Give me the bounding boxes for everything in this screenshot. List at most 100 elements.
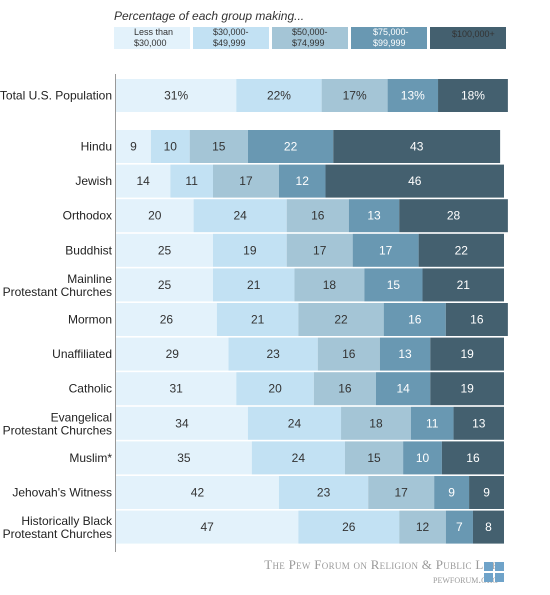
data-label-catholic-50-000-74-999: 16	[338, 382, 352, 396]
bar-muslim-100-000	[441, 441, 504, 475]
category-label-buddhist: Buddhist	[65, 243, 112, 257]
data-label-jewish-50-000-74-999: 17	[239, 174, 253, 188]
legend-swatch-50-000-74-999	[272, 27, 348, 49]
bar-total-us-population-less-than-30-000	[116, 79, 237, 112]
data-label-muslim-100-000: 16	[466, 451, 480, 465]
bar-mainline-protestant-churches-less-than-30-000	[116, 268, 213, 302]
data-label-unaffiliated-100-000: 19	[460, 347, 474, 361]
pew-logo-icon	[484, 562, 504, 582]
data-label-muslim-less-than-30-000: 35	[177, 451, 191, 465]
legend-label-less-than-30-000: Less than $30,000	[134, 27, 173, 48]
data-label-mainline-protestant-churches-30-000-49-999: 21	[247, 278, 261, 292]
data-label-unaffiliated-75-000-99-999: 13	[398, 347, 412, 361]
data-label-hindu-30-000-49-999: 10	[164, 140, 178, 154]
data-label-mormon-75-000-99-999: 16	[408, 313, 422, 327]
data-label-evangelical-protestant-churches-30-000-49-999: 24	[288, 416, 302, 430]
bar-muslim-75-000-99-999	[403, 441, 442, 475]
bar-evangelical-protestant-churches-30-000-49-999	[247, 406, 342, 440]
category-label-jewish: Jewish	[75, 174, 112, 188]
bar-mainline-protestant-churches-30-000-49-999	[213, 268, 295, 302]
bar-unaffiliated-100-000	[430, 337, 504, 371]
bar-hindu-50-000-74-999	[189, 130, 248, 163]
bar-muslim-30-000-49-999	[251, 441, 345, 475]
data-label-jehovah-s-witness-50-000-74-999: 17	[395, 486, 409, 500]
bar-buddhist-30-000-49-999	[213, 233, 287, 267]
bar-evangelical-protestant-churches-100-000	[453, 406, 504, 440]
data-label-jehovah-s-witness-30-000-49-999: 23	[317, 486, 331, 500]
bar-jewish-50-000-74-999	[213, 164, 279, 198]
legend-label-75-000-99-999: $75,000-$99,999	[373, 27, 409, 48]
bar-historically-black-protestant-churches-100-000	[472, 510, 504, 544]
bar-jehovah-s-witness-100-000	[469, 476, 504, 509]
bar-catholic-75-000-99-999	[375, 372, 431, 406]
data-label-muslim-75-000-99-999: 10	[416, 451, 430, 465]
data-label-historically-black-protestant-churches-50-000-74-999: 12	[416, 520, 430, 534]
bar-historically-black-protestant-churches-50-000-74-999	[399, 510, 446, 544]
category-label-mormon: Mormon	[68, 313, 112, 327]
data-label-orthodox-30-000-49-999: 24	[233, 209, 247, 223]
bar-unaffiliated-30-000-49-999	[228, 337, 318, 371]
legend-swatch-30-000-49-999	[193, 27, 269, 49]
data-label-buddhist-less-than-30-000: 25	[158, 243, 172, 257]
bar-historically-black-protestant-churches-less-than-30-000	[116, 510, 299, 544]
data-label-historically-black-protestant-churches-less-than-30-000: 47	[201, 520, 215, 534]
data-label-unaffiliated-less-than-30-000: 29	[166, 347, 180, 361]
category-label-hindu: Hindu	[81, 140, 112, 154]
data-label-hindu-100-000: 43	[410, 140, 424, 154]
data-label-jehovah-s-witness-less-than-30-000: 42	[191, 486, 205, 500]
data-label-historically-black-protestant-churches-100-000: 8	[485, 520, 492, 534]
bar-unaffiliated-75-000-99-999	[379, 337, 431, 371]
data-label-mainline-protestant-churches-100-000: 21	[457, 278, 471, 292]
data-label-catholic-75-000-99-999: 14	[396, 382, 410, 396]
bar-orthodox-50-000-74-999	[286, 199, 349, 233]
legend-label-100-000: $100,000+	[452, 29, 495, 39]
category-label-total-us-population: Total U.S. Population	[0, 89, 112, 103]
bar-muslim-less-than-30-000	[116, 441, 252, 475]
bar-total-us-population-50-000-74-999	[321, 79, 388, 112]
data-label-jewish-30-000-49-999: 11	[185, 174, 198, 188]
data-label-buddhist-50-000-74-999: 17	[313, 243, 327, 257]
data-label-total-us-population-50-000-74-999: 17%	[343, 89, 367, 103]
bar-historically-black-protestant-churches-30-000-49-999	[298, 510, 400, 544]
bar-total-us-population-30-000-49-999	[236, 79, 322, 112]
bar-jewish-75-000-99-999	[278, 164, 326, 198]
data-label-catholic-100-000: 19	[460, 382, 474, 396]
data-label-jewish-75-000-99-999: 12	[296, 174, 310, 188]
bar-evangelical-protestant-churches-50-000-74-999	[341, 406, 411, 440]
bar-muslim-50-000-74-999	[344, 441, 404, 475]
bar-orthodox-less-than-30-000	[116, 199, 194, 233]
bar-catholic-100-000	[430, 372, 504, 406]
bar-total-us-population-100-000	[438, 79, 508, 112]
bar-mormon-75-000-99-999	[383, 303, 446, 336]
bar-orthodox-100-000	[399, 199, 508, 233]
footer-url: pewforum.org	[433, 574, 498, 586]
bar-unaffiliated-50-000-74-999	[317, 337, 380, 371]
bar-catholic-30-000-49-999	[236, 372, 314, 406]
category-label-unaffiliated: Unaffiliated	[52, 347, 112, 361]
bar-hindu-30-000-49-999	[150, 130, 190, 163]
bar-hindu-100-000	[333, 130, 501, 163]
data-label-catholic-less-than-30-000: 31	[169, 382, 183, 396]
legend-label-30-000-49-999: $30,000-$49,999	[213, 27, 249, 48]
data-label-evangelical-protestant-churches-75-000-99-999: 11	[426, 416, 439, 430]
category-label-jehovah-s-witness: Jehovah's Witness	[12, 486, 112, 500]
data-label-muslim-30-000-49-999: 24	[292, 451, 306, 465]
legend-swatch-100-000	[430, 27, 506, 49]
bar-mainline-protestant-churches-75-000-99-999	[364, 268, 423, 302]
category-label-muslim: Muslim*	[69, 451, 112, 465]
data-label-historically-black-protestant-churches-30-000-49-999: 26	[342, 520, 356, 534]
bar-jewish-30-000-49-999	[170, 164, 213, 198]
bar-total-us-population-75-000-99-999	[387, 79, 439, 112]
bar-unaffiliated-less-than-30-000	[116, 337, 229, 371]
data-label-hindu-less-than-30-000: 9	[130, 140, 137, 154]
data-label-orthodox-less-than-30-000: 20	[148, 209, 162, 223]
data-label-jewish-100-000: 46	[408, 174, 422, 188]
bar-orthodox-30-000-49-999	[193, 199, 287, 233]
bar-buddhist-75-000-99-999	[352, 233, 419, 267]
data-label-mormon-50-000-74-999: 22	[334, 313, 348, 327]
bar-jewish-100-000	[325, 164, 504, 198]
bar-orthodox-75-000-99-999	[348, 199, 400, 233]
legend-swatch-75-000-99-999	[351, 27, 427, 49]
bar-catholic-less-than-30-000	[116, 372, 237, 406]
bar-mormon-less-than-30-000	[116, 303, 217, 336]
